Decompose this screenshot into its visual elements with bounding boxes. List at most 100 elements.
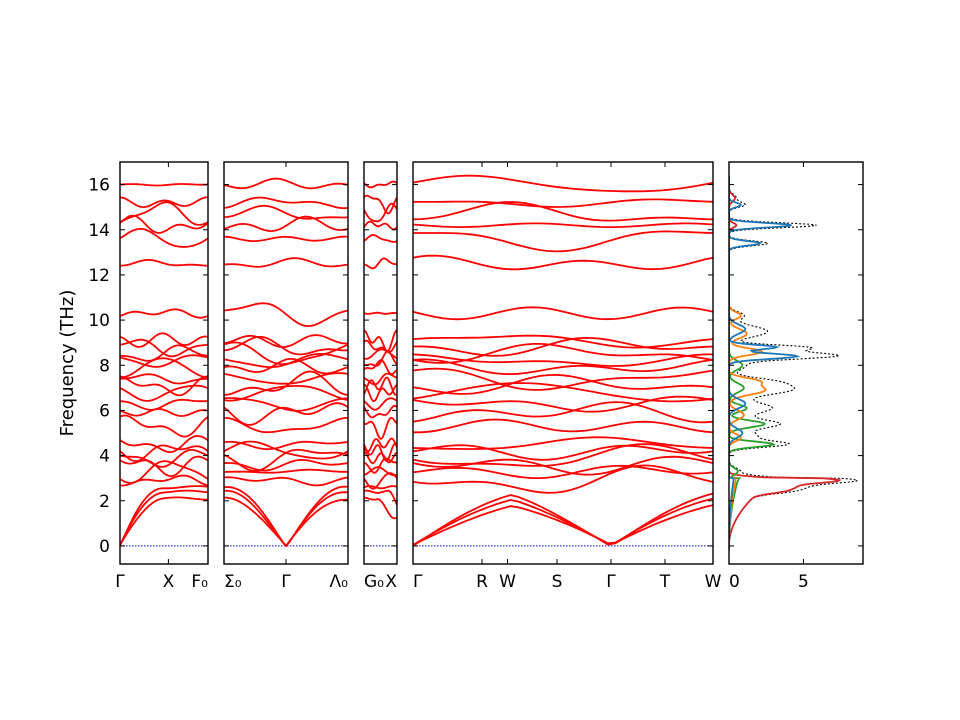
band-lines [413, 174, 713, 547]
optical-band [120, 332, 208, 348]
optical-band [224, 358, 348, 375]
band-panel-2: Σ₀ Γ Λ₀ [223, 161, 349, 592]
x-tick-label: Γ [115, 572, 125, 592]
acoustic-band [364, 496, 397, 520]
x-tick-label: W [705, 572, 722, 592]
x-tick-label: Γ [606, 572, 616, 592]
optical-band [224, 215, 348, 233]
optical-band [120, 354, 208, 368]
optical-band [413, 222, 713, 229]
optical-band [120, 444, 208, 463]
optical-band [413, 436, 713, 450]
optical-band [364, 442, 397, 462]
optical-band [224, 341, 348, 366]
y-tick-label: 0 [99, 537, 110, 557]
optical-band [120, 408, 208, 417]
optical-band [120, 460, 208, 485]
optical-band [364, 466, 397, 477]
optical-band [224, 196, 348, 210]
optical-band [364, 348, 397, 360]
optical-band [364, 194, 397, 215]
optical-band [224, 468, 348, 474]
optical-band [120, 455, 208, 478]
acoustic-band [413, 504, 713, 546]
acoustic-band [120, 485, 208, 547]
optical-band [120, 373, 208, 385]
y-tick-label: 4 [99, 447, 110, 467]
y-axis-title: Frequency (THz) [57, 290, 78, 437]
acoustic-band [224, 489, 348, 548]
y-tick-label: 8 [99, 356, 110, 376]
optical-band [413, 401, 713, 424]
acoustic-band [413, 497, 713, 546]
optical-band [413, 395, 713, 413]
x-tick-label: G₀ [364, 572, 384, 592]
y-tick-label: 12 [88, 266, 110, 286]
dos-x-tick-label: 5 [798, 572, 809, 592]
band-panels: Γ X F₀ Σ₀ Γ Λ₀ G₀ X Γ R W S Γ T W [115, 161, 722, 592]
band-lines [364, 180, 397, 547]
optical-band [224, 372, 348, 385]
optical-band [364, 372, 397, 386]
optical-band [224, 370, 348, 396]
y-tick-label: 16 [88, 176, 110, 196]
optical-band [364, 257, 397, 270]
optical-band [224, 440, 348, 460]
optical-band [224, 458, 348, 472]
optical-band [413, 455, 713, 476]
dos-curves [729, 175, 859, 551]
optical-band [120, 183, 208, 187]
optical-band [413, 443, 713, 467]
band-panel-3: G₀ X [363, 161, 398, 592]
optical-band [224, 476, 348, 487]
panel-frame [363, 161, 398, 565]
optical-band [120, 258, 208, 267]
optical-band [364, 220, 397, 231]
band-panel-1: Γ X F₀ [115, 161, 209, 592]
x-tick-label: Γ [413, 572, 423, 592]
optical-band [413, 444, 713, 461]
dos-partial-curve-3 [729, 175, 776, 551]
acoustic-band [120, 489, 208, 546]
optical-band [120, 196, 208, 209]
acoustic-band [224, 496, 348, 548]
x-tick-label: X [385, 572, 397, 592]
optical-band [224, 385, 348, 402]
optical-band [224, 177, 348, 190]
band-lines [120, 183, 208, 547]
optical-band [224, 334, 348, 349]
optical-band [364, 329, 397, 353]
optical-band [413, 418, 713, 434]
optical-band [120, 227, 208, 248]
optical-band [364, 404, 397, 419]
optical-band [364, 234, 397, 243]
x-tick-label: Σ₀ [224, 572, 242, 592]
panel-frame [412, 161, 714, 565]
optical-band [413, 198, 713, 208]
optical-band [120, 474, 208, 487]
dos-total-curve [729, 175, 859, 551]
optical-band [413, 358, 713, 376]
optical-band [364, 311, 397, 315]
y-tick-label: 2 [99, 492, 110, 512]
optical-band [120, 375, 208, 397]
optical-band [120, 308, 208, 319]
optical-band [224, 336, 348, 356]
optical-band [364, 397, 397, 411]
acoustic-band [413, 492, 713, 547]
optical-band [120, 357, 208, 379]
x-tick-label: Γ [281, 572, 291, 592]
optical-band [224, 302, 348, 328]
optical-band [413, 174, 713, 193]
optical-band [413, 254, 713, 271]
optical-band [413, 343, 713, 364]
optical-band [364, 451, 397, 464]
optical-band [224, 402, 348, 426]
acoustic-band [364, 489, 397, 506]
optical-band [120, 449, 208, 468]
optical-band [413, 201, 713, 222]
optical-band [120, 398, 208, 411]
optical-band [224, 397, 348, 412]
optical-band [364, 180, 397, 189]
